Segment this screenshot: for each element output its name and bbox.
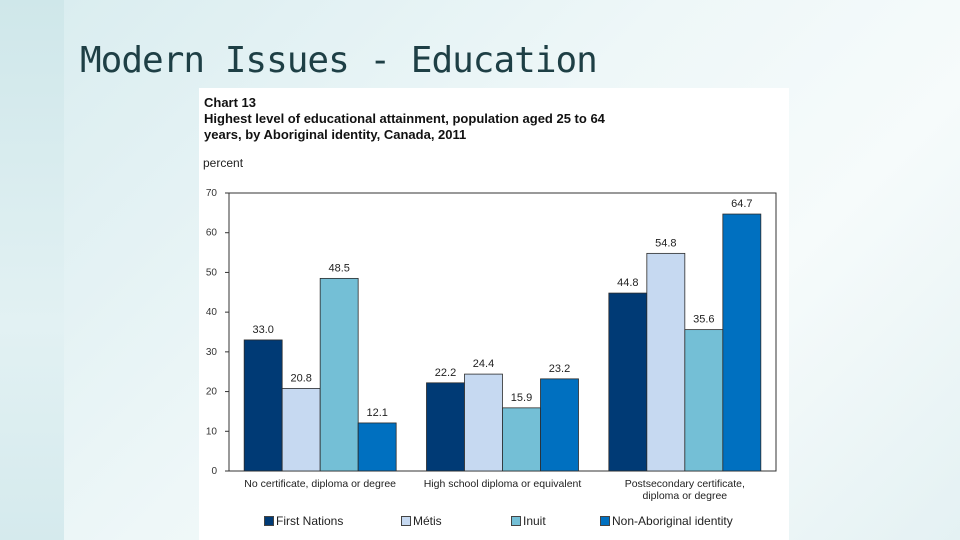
y-tick-label: 30: [206, 347, 218, 358]
x-category-label: diploma or degree: [643, 490, 728, 502]
bar-data-label: 12.1: [366, 407, 387, 419]
y-tick-label: 70: [206, 188, 218, 199]
x-category-label: No certificate, diploma or degree: [244, 478, 396, 490]
bar-data-label: 54.8: [655, 237, 676, 249]
bar: [608, 292, 648, 472]
bar: [684, 329, 724, 472]
bar-data-label: 15.9: [511, 392, 532, 404]
legend-item: First Nations: [264, 514, 343, 528]
bar: [464, 373, 503, 472]
chart-title-line-1: Highest level of educational attainment,…: [204, 111, 605, 126]
bar: [281, 387, 321, 472]
slide-title: Modern Issues - Education: [80, 40, 598, 81]
bar-data-label: 20.8: [290, 372, 311, 384]
left-decorative-band: [0, 0, 64, 540]
legend-swatch: [511, 516, 521, 526]
chart-legend: First Nations Métis Inuit Non-Aboriginal id…: [259, 514, 789, 534]
bar-data-label: 64.7: [731, 198, 752, 210]
bar-data-label: 44.8: [617, 277, 638, 289]
y-tick-label: 50: [206, 267, 218, 278]
bar-data-label: 48.5: [328, 262, 349, 274]
y-tick-label: 0: [211, 466, 217, 477]
y-axis-unit-label: percent: [203, 156, 244, 170]
bar: [426, 382, 465, 472]
chart-title: Chart 13 Highest level of educational at…: [204, 95, 605, 143]
legend-swatch: [264, 516, 274, 526]
bar: [243, 339, 283, 472]
chart-number: Chart 13: [204, 95, 257, 110]
bar-data-label: 24.4: [473, 358, 494, 370]
y-tick-label: 40: [206, 307, 218, 318]
bar: [722, 213, 762, 472]
y-tick-label: 60: [206, 228, 218, 239]
bar: [357, 422, 397, 472]
bar-data-label: 23.2: [549, 363, 570, 375]
bar: [540, 378, 579, 472]
y-tick-label: 20: [206, 387, 218, 398]
bar: [502, 407, 541, 472]
bar: [646, 252, 686, 472]
bar-data-label: 35.6: [693, 314, 714, 326]
bar-data-label: 33.0: [252, 324, 273, 336]
legend-label: Non-Aboriginal identity: [612, 514, 733, 528]
bar-data-label: 22.2: [435, 367, 456, 379]
legend-label: Métis: [413, 514, 442, 528]
chart-panel: Chart 13 Highest level of educational at…: [199, 88, 789, 540]
legend-item: Inuit: [511, 514, 546, 528]
x-category-label: Postsecondary certificate,: [625, 478, 745, 490]
legend-swatch: [600, 516, 610, 526]
bar: [319, 277, 359, 472]
legend-label: First Nations: [276, 514, 344, 528]
chart-title-line-2: years, by Aboriginal identity, Canada, 2…: [204, 127, 467, 142]
legend-item: Non-Aboriginal identity: [600, 514, 733, 528]
legend-label: Inuit: [523, 514, 546, 528]
bar-chart: percent 0 10 20 30 40 50 60 70 33.0 20.8 48.5 12.1 N…: [203, 156, 777, 502]
x-category-label: High school diploma or equivalent: [424, 478, 582, 490]
y-tick-label: 10: [206, 426, 218, 437]
legend-swatch: [401, 516, 411, 526]
legend-item: Métis: [401, 514, 442, 528]
